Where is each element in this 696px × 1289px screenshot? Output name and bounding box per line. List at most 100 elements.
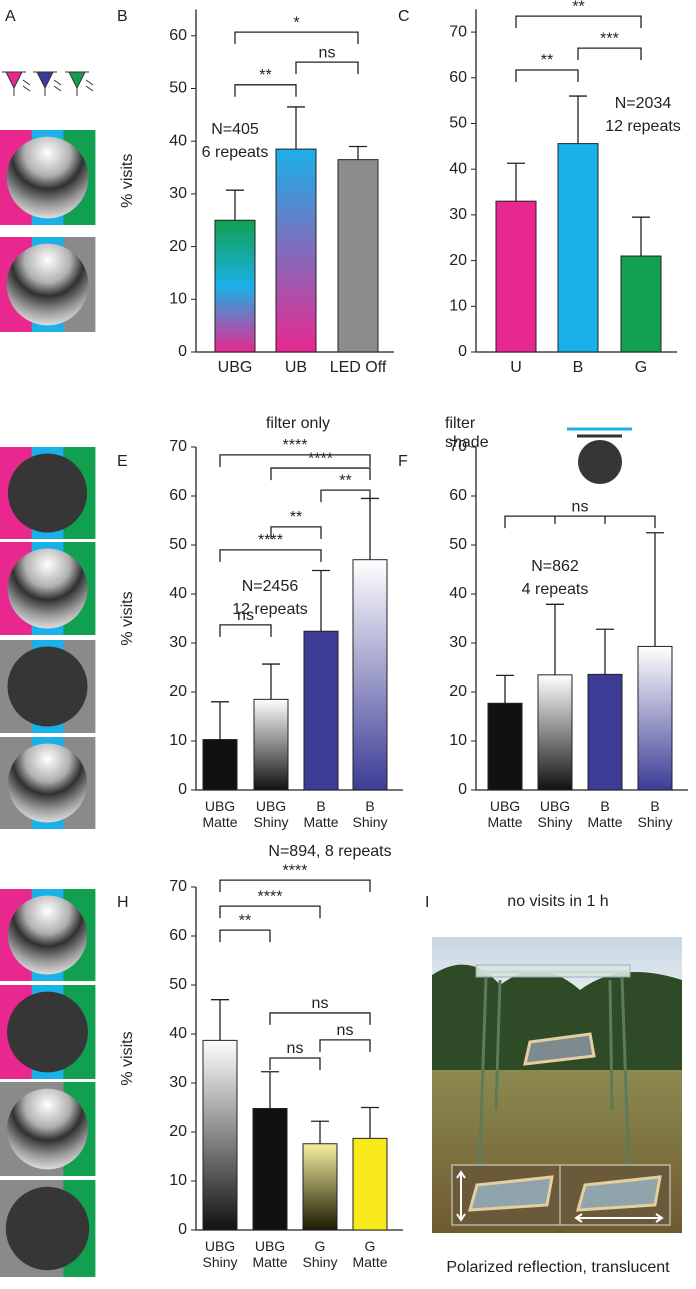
significance-label: **: [259, 67, 271, 84]
x-tick-label-box: UBG Shiny: [532, 798, 578, 838]
x-tick-label: UB: [261, 360, 331, 376]
y-tick-label: 60: [449, 69, 467, 86]
significance-bracket: [220, 880, 370, 892]
bar: [621, 256, 661, 352]
subtitle: filter only: [266, 415, 330, 432]
significance-label: **: [290, 509, 302, 526]
x-tick-label: UBG Shiny: [248, 798, 294, 830]
significance-label: **: [339, 472, 351, 489]
shiny-sphere: [8, 895, 87, 974]
y-tick-label: 30: [169, 185, 187, 202]
chart: B% visits0102030405060UBGUBLED Off***nsN…: [117, 8, 394, 400]
x-tick-label-box: UBG Matte: [482, 798, 528, 838]
significance-bracket: [516, 70, 578, 82]
x-tick-label: G Matte: [347, 1238, 393, 1270]
y-tick-label: 10: [449, 298, 467, 315]
chart: H% visits010203040506070UBG ShinyUBG Mat…: [117, 843, 403, 1278]
y-tick-label: 60: [449, 487, 467, 504]
y-tick-label: 10: [169, 291, 187, 308]
chart: C010203040506070UBG*******N=203412 repea…: [398, 0, 681, 400]
y-tick-label: 20: [169, 1123, 187, 1140]
significance-label: ****: [258, 532, 283, 549]
bar: [353, 1138, 387, 1230]
stimulus: [0, 889, 95, 981]
x-tick-label-box: B: [548, 360, 608, 400]
sample-note: 12 repeats: [605, 118, 681, 135]
shiny-sphere: [7, 1089, 88, 1170]
stimulus: [0, 542, 95, 635]
bar: [203, 1040, 237, 1230]
sample-note: N=2034: [615, 95, 672, 112]
x-tick-label: U: [486, 360, 546, 376]
significance-label: ns: [572, 498, 589, 515]
significance-bracket: [505, 516, 655, 528]
y-tick-label: 40: [169, 132, 187, 149]
panel-label: H: [117, 894, 129, 911]
bar: [304, 631, 338, 790]
led-icon: [65, 72, 93, 96]
panel-label: C: [398, 8, 410, 25]
x-tick-label-box: LED Off: [323, 360, 393, 400]
bar: [588, 674, 622, 790]
significance-bracket: [270, 1013, 370, 1025]
panel-label: A: [5, 8, 16, 25]
x-tick-label: UBG Matte: [247, 1238, 293, 1270]
significance-label: ****: [283, 437, 308, 454]
x-tick-label-box: G: [611, 360, 671, 400]
significance-label: ****: [258, 888, 283, 905]
significance-bracket: [270, 1058, 320, 1070]
significance-bracket: [320, 1040, 370, 1052]
chart: E% visitsfilter only010203040506070UBG M…: [117, 415, 403, 838]
stimulus: [0, 447, 95, 539]
photo-top-panel: [476, 965, 630, 977]
y-axis-label: % visits: [119, 1031, 136, 1085]
y-tick-label: 0: [458, 343, 467, 360]
y-axis-label: % visits: [119, 591, 136, 645]
x-tick-label-box: U: [486, 360, 546, 400]
x-tick-label-box: B Shiny: [347, 798, 393, 838]
significance-label: ns: [337, 1022, 354, 1039]
x-tick-label-box: G Matte: [347, 1238, 393, 1278]
sample-note: N=405: [211, 121, 259, 138]
led-triangle: [6, 72, 22, 88]
significance-bracket: [578, 48, 641, 60]
significance-label: *: [293, 14, 299, 31]
matte-sphere: [6, 1187, 89, 1270]
y-tick-label: 10: [169, 1172, 187, 1189]
x-tick-label: B Shiny: [347, 798, 393, 830]
y-tick-label: 60: [169, 927, 187, 944]
y-tick-label: 0: [178, 343, 187, 360]
x-tick-label-box: UBG Shiny: [197, 1238, 243, 1278]
photo: [432, 937, 682, 1233]
shiny-sphere: [7, 137, 89, 219]
x-tick-label: B: [548, 360, 608, 376]
legend-text: shade: [445, 434, 489, 451]
sample-note: 12 repeats: [232, 601, 308, 618]
stimulus: [0, 1082, 95, 1176]
sphere-icon: [578, 440, 622, 484]
x-tick-label-box: G Shiny: [297, 1238, 343, 1278]
led-triangle: [69, 72, 85, 88]
x-tick-label: B Matte: [582, 798, 628, 830]
y-axis-label: % visits: [119, 154, 136, 208]
significance-bracket: [220, 625, 271, 637]
x-tick-label: B Shiny: [632, 798, 678, 830]
significance-label: ns: [287, 1040, 304, 1057]
bar: [253, 1108, 287, 1230]
shiny-sphere: [8, 549, 88, 629]
significance-bracket: [220, 455, 370, 467]
bar: [538, 675, 572, 790]
shiny-sphere: [7, 244, 89, 326]
significance-bracket: [220, 930, 270, 942]
x-tick-label-box: UBG Matte: [247, 1238, 293, 1278]
led-rays: [86, 80, 93, 91]
y-tick-label: 0: [178, 1221, 187, 1238]
y-tick-label: 50: [169, 976, 187, 993]
sample-note: 4 repeats: [522, 581, 589, 598]
significance-label: ns: [319, 44, 336, 61]
y-tick-label: 60: [169, 487, 187, 504]
x-tick-label-box: UBG: [200, 360, 270, 400]
x-tick-label-box: UBG Matte: [197, 798, 243, 838]
